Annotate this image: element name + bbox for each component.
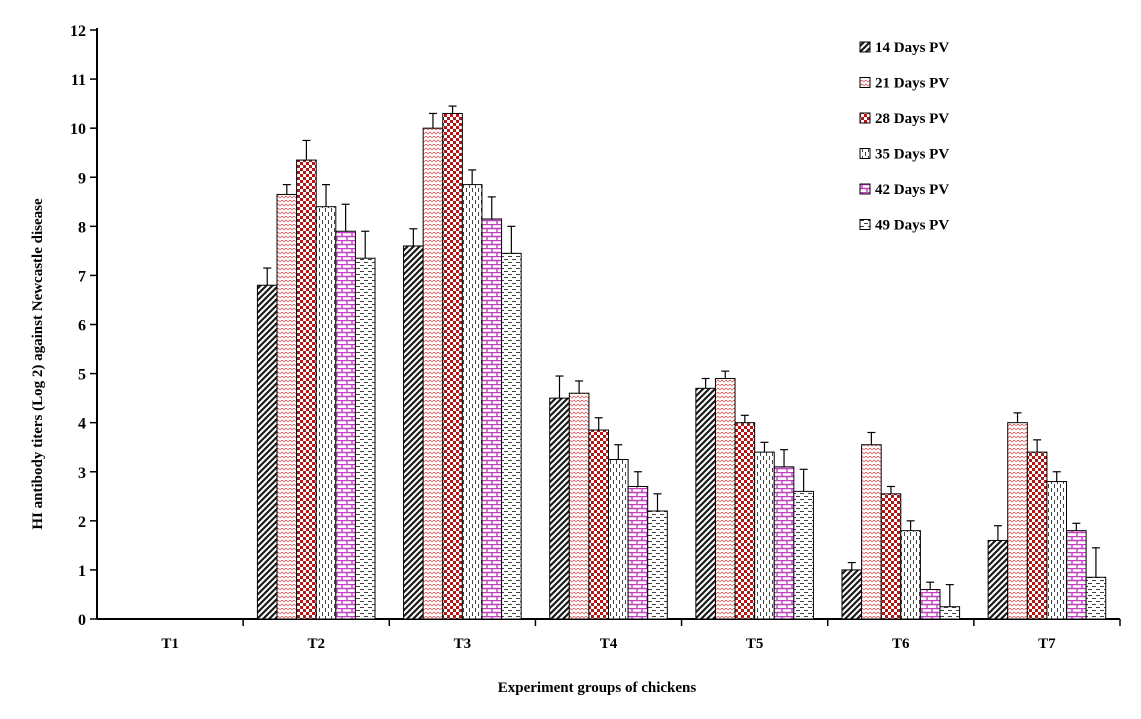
bar: [1085, 576, 1107, 620]
bar: [987, 539, 1009, 620]
y-tick-label: 6: [78, 318, 86, 335]
legend-swatch: [859, 77, 871, 88]
bar: [1026, 451, 1048, 620]
bar: [773, 466, 795, 620]
legend-label: 35 Days PV: [875, 147, 949, 163]
legend-swatch: [859, 183, 871, 195]
bar: [335, 230, 356, 620]
legend-swatch: [859, 41, 871, 53]
x-ticks: T1 T2 T3 T4 T5 T6 T7: [161, 619, 1121, 652]
y-tick-label: 2: [78, 514, 86, 531]
y-tick-label: 3: [78, 465, 86, 482]
x-tick-label: T4: [600, 636, 618, 652]
legend-swatch: [859, 219, 871, 230]
y-tick-label: 0: [78, 612, 86, 629]
legend-label: 49 Days PV: [875, 218, 949, 234]
legend-label: 28 Days PV: [875, 111, 949, 127]
y-tick-label: 7: [78, 268, 86, 285]
bar: [315, 206, 337, 620]
bar: [608, 458, 629, 620]
y-tick-label: 9: [78, 170, 86, 187]
bar: [354, 257, 376, 620]
bar: [568, 392, 590, 620]
bar: [861, 444, 882, 620]
bar: [1007, 422, 1028, 620]
bar: [422, 127, 444, 620]
bar: [714, 377, 736, 620]
y-tick-label: 10: [70, 121, 86, 138]
x-tick-label: T2: [307, 636, 325, 652]
bar: [461, 184, 483, 620]
bar: [549, 397, 570, 620]
y-tick-label: 5: [78, 367, 86, 384]
bar: [481, 218, 503, 620]
legend-label: 42 Days PV: [875, 182, 949, 198]
bar: [1066, 530, 1087, 620]
bar: [296, 159, 317, 620]
y-tick-label: 8: [78, 219, 86, 236]
bar: [276, 193, 298, 620]
bar: [900, 530, 921, 620]
x-axis-title: Experiment groups of chickens: [498, 680, 697, 696]
bar: [754, 451, 775, 620]
x-tick-label: T3: [454, 636, 472, 652]
legend-label: 14 Days PV: [875, 40, 949, 56]
bar: [841, 569, 863, 620]
bar: [734, 422, 756, 620]
bar: [695, 387, 716, 620]
bar: [627, 485, 649, 620]
bar: [442, 112, 463, 620]
legend-swatch: [859, 148, 871, 159]
y-tick-label: 1: [78, 563, 86, 580]
legend-label: 21 Days PV: [875, 76, 949, 92]
bar: [403, 245, 424, 620]
x-tick-label: T6: [892, 636, 910, 652]
bar: [880, 493, 902, 620]
legend: 14 Days PV 21 Days PV 28 Days PV 35 Days PV…: [859, 40, 949, 234]
bar: [939, 606, 961, 620]
bar: [1046, 481, 1068, 620]
bar: [919, 589, 941, 620]
bar: [793, 490, 814, 620]
x-tick-label: T7: [1038, 636, 1056, 652]
bar: [501, 252, 522, 620]
y-tick-label: 11: [71, 72, 86, 89]
y-tick-label: 4: [78, 416, 86, 433]
legend-swatch: [859, 112, 871, 124]
x-tick-label: T1: [161, 636, 179, 652]
x-tick-label: T5: [746, 636, 764, 652]
y-axis-title: HI antibody titers (Log 2) against Newca…: [30, 198, 46, 530]
bars: [256, 105, 1107, 620]
y-tick-label: 12: [70, 23, 86, 40]
bar: [588, 429, 610, 620]
bar: [647, 510, 668, 620]
bar: [256, 284, 278, 620]
